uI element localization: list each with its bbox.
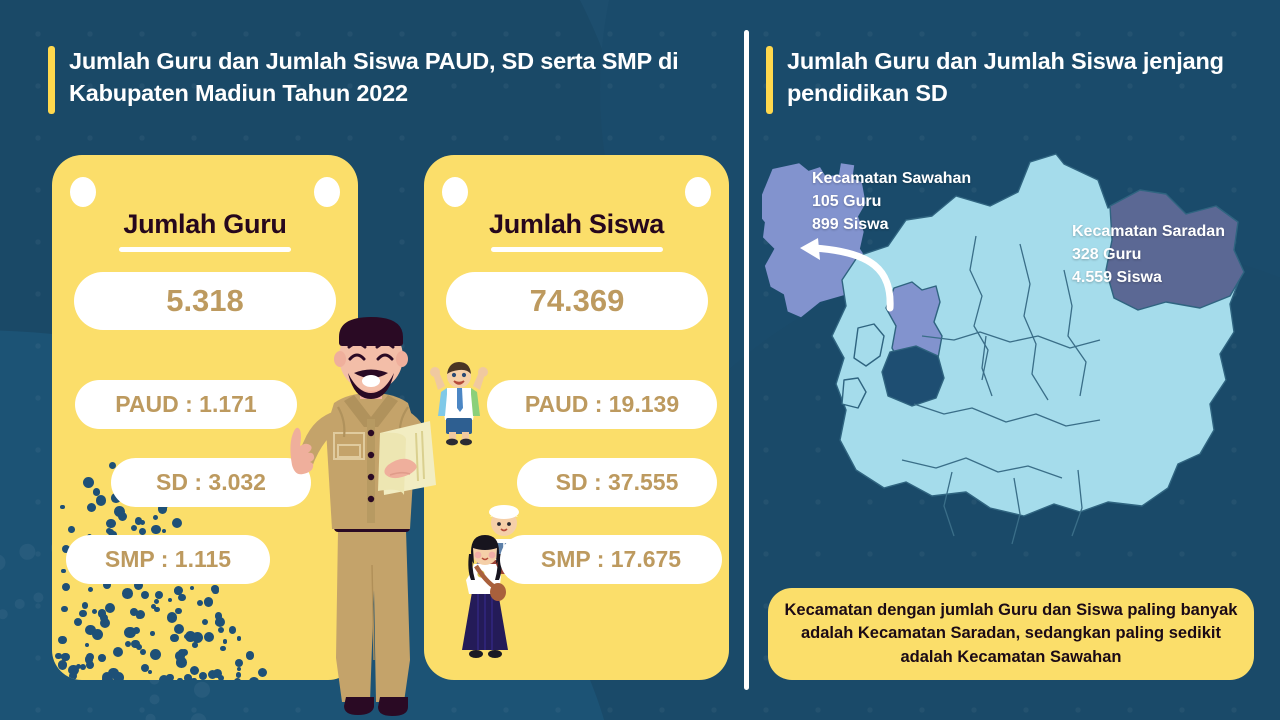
map-svg	[755, 153, 1245, 545]
map-label-sawahan-siswa: 899 Siswa	[812, 216, 889, 234]
map-region-dark-patch	[881, 345, 945, 407]
map-arrow-curve	[810, 244, 894, 312]
card-guru-rule	[119, 247, 291, 252]
right-title-text: Jumlah Guru dan Jumlah Siswa jenjang pen…	[787, 48, 1224, 106]
card-siswa-smp-value: SMP : 17.675	[500, 535, 722, 584]
left-title-text: Jumlah Guru dan Jumlah Siswa PAUD, SD se…	[69, 48, 679, 106]
card-hole-left-icon	[70, 177, 96, 207]
stat-card-siswa: Jumlah Siswa	[424, 155, 729, 680]
student-girl-illustration	[462, 535, 508, 658]
card-hole-right-icon	[685, 177, 711, 207]
map-region-sawahan-on-map	[885, 281, 943, 371]
stat-card-guru: Jumlah Guru 5.318 PAUD : 1.171 SD : 3.03…	[52, 155, 358, 680]
right-panel-title: Jumlah Guru dan Jumlah Siswa jenjang pen…	[766, 46, 1236, 114]
map-label-saradan-name: Kecamatan Saradan	[1072, 223, 1225, 240]
student-boy-cheering-illustration	[430, 362, 488, 446]
map-region-saradan	[1105, 189, 1245, 311]
map-label-saradan-guru: 328 Guru	[1072, 246, 1142, 264]
map-label-sawahan-guru: 105 Guru	[812, 193, 882, 211]
card-siswa-rule	[490, 247, 663, 252]
panel-divider	[744, 30, 749, 690]
left-panel-title: Jumlah Guru dan Jumlah Siswa PAUD, SD se…	[48, 46, 708, 114]
madiun-district-map: Kecamatan Sawahan 105 Guru 899 Siswa Kec…	[755, 140, 1262, 572]
map-label-saradan: Kecamatan Saradan 328 Guru 4.559 Siswa	[1072, 220, 1225, 290]
card-siswa-total-value: 74.369	[446, 272, 708, 330]
teacher-illustration	[290, 317, 436, 716]
card-guru-paud-value: PAUD : 1.171	[75, 380, 297, 429]
card-hole-right-icon	[314, 177, 340, 207]
map-region-west-tail2	[841, 377, 867, 409]
map-label-saradan-siswa: 4.559 Siswa	[1072, 269, 1162, 287]
map-region-sawahan-inset	[755, 163, 868, 318]
map-arrow-head	[800, 238, 820, 260]
card-guru-total-value: 5.318	[74, 272, 336, 330]
map-region-west-tail	[853, 323, 885, 367]
title-accent-bar	[766, 46, 773, 114]
card-siswa-sd-value: SD : 37.555	[517, 458, 717, 507]
card-guru-sd-value: SD : 3.032	[111, 458, 311, 507]
title-accent-bar	[48, 46, 55, 114]
card-siswa-heading: Jumlah Siswa	[489, 209, 664, 239]
card-hole-left-icon	[442, 177, 468, 207]
map-label-sawahan-name: Kecamatan Sawahan	[812, 170, 972, 187]
map-label-sawahan: Kecamatan Sawahan 105 Guru 899 Siswa	[812, 167, 971, 237]
card-siswa-paud-value: PAUD : 19.139	[487, 380, 717, 429]
card-guru-heading: Jumlah Guru	[123, 209, 287, 239]
card-guru-smp-value: SMP : 1.115	[66, 535, 270, 584]
map-summary-note: Kecamatan dengan jumlah Guru dan Siswa p…	[768, 588, 1254, 680]
